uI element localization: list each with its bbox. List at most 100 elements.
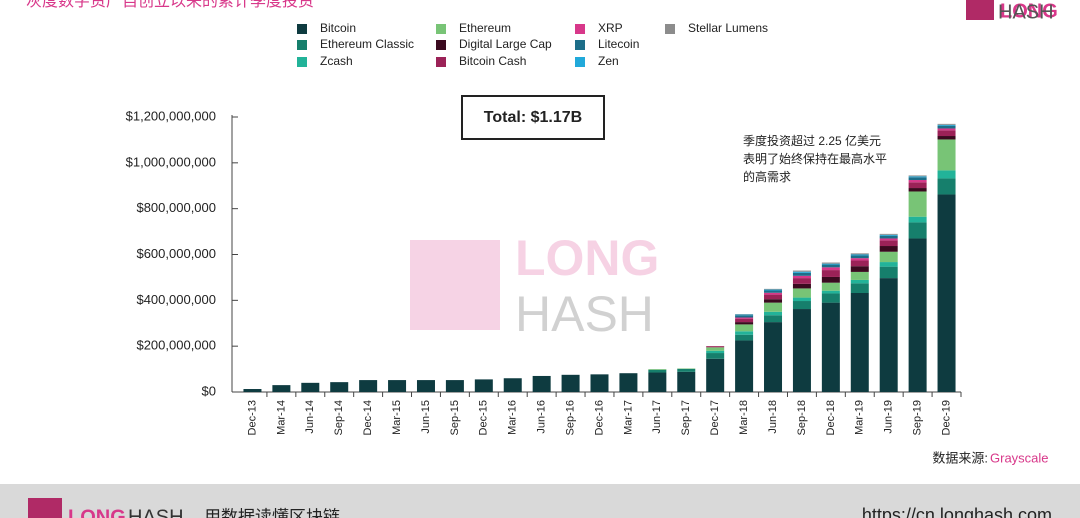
bar-segment: [937, 139, 956, 171]
bar-segment: [388, 380, 407, 392]
footer-url: https://cn.longhash.com: [862, 505, 1052, 518]
footer-logo-long: LONG: [68, 506, 126, 518]
bar-segment: [764, 315, 783, 323]
total-box: [461, 95, 605, 140]
bar-segment: [792, 301, 811, 310]
bar-segment: [272, 385, 291, 392]
bar-segment: [908, 176, 927, 178]
bar-segment: [330, 382, 349, 392]
y-tick-label: $200,000,000: [136, 338, 216, 353]
bar-segment: [735, 318, 754, 323]
legend-swatch: [665, 24, 675, 34]
bar-segment: [821, 264, 840, 268]
total-label: Total: $1.17B: [484, 109, 582, 126]
bar-segment: [879, 235, 898, 239]
x-tick-label: Sep-14: [333, 400, 345, 435]
x-tick-label: Sep-17: [680, 400, 692, 435]
bar-segment: [474, 379, 493, 392]
legend-swatch: [297, 40, 307, 50]
bar-segment: [735, 340, 754, 392]
footer-logo-hash: HASH: [128, 506, 184, 518]
watermark-long: LONG: [515, 230, 659, 286]
x-tick-label: Sep-15: [449, 400, 461, 435]
bar-segment: [821, 276, 840, 283]
legend-label: Ethereum Classic: [320, 37, 414, 51]
bar-segment: [937, 136, 956, 140]
x-tick-label: Mar-18: [738, 400, 750, 435]
legend-label: Digital Large Cap: [459, 37, 552, 51]
y-tick-label: $400,000,000: [136, 292, 216, 307]
x-tick-label: Jun-14: [304, 400, 316, 434]
bar-segment: [301, 382, 320, 392]
bar-segment: [821, 302, 840, 392]
source-label: 数据来源:: [932, 450, 988, 465]
bar-segment: [735, 314, 754, 316]
bar-segment: [908, 175, 927, 177]
bar-segment: [792, 309, 811, 392]
bar-segment: [908, 188, 927, 192]
bar-segment: [879, 251, 898, 263]
legend-label: Zcash: [320, 54, 353, 68]
bar-segment: [648, 372, 667, 392]
annotation: 的高需求: [743, 169, 791, 184]
legend-swatch: [436, 24, 446, 34]
bar-segment: [792, 270, 811, 272]
bar-segment: [821, 290, 840, 294]
bar-segment: [937, 125, 956, 129]
bar-segment: [590, 374, 609, 392]
bar-segment: [850, 293, 869, 392]
legend-swatch: [297, 57, 307, 67]
bar-segment: [908, 177, 927, 181]
bar-segment: [243, 389, 262, 392]
bar-segment: [619, 373, 638, 392]
legend-label: Stellar Lumens: [688, 21, 768, 35]
bar-segment: [677, 368, 696, 372]
bar-segment: [677, 371, 696, 392]
bar-segment: [416, 380, 435, 392]
bar-segment: [792, 283, 811, 289]
x-tick-label: Mar-19: [854, 400, 866, 435]
bar-segment: [879, 234, 898, 236]
watermark-icon: [410, 240, 500, 330]
annotation: 表明了始终保持在最高水平: [743, 151, 887, 166]
x-tick-label: Mar-14: [275, 400, 287, 435]
bar-segment: [850, 279, 869, 284]
bar-segment: [908, 222, 927, 239]
bar-segment: [561, 374, 580, 392]
bar-segment: [937, 124, 956, 126]
y-tick-label: $800,000,000: [136, 200, 216, 215]
x-tick-label: Dec-14: [362, 400, 374, 435]
bar-segment: [735, 322, 754, 325]
bar-segment: [648, 369, 667, 373]
bar-segment: [764, 299, 783, 303]
x-tick-label: Jun-19: [883, 400, 895, 434]
footer-logo-icon: [28, 498, 62, 518]
header-logo-long: LONG: [1000, 0, 1058, 22]
chart-title: 灰度数字资产自创立以来的累计季度投资: [26, 0, 314, 10]
bar-segment: [937, 123, 956, 125]
y-tick-label: $600,000,000: [136, 246, 216, 261]
x-tick-label: Sep-16: [564, 400, 576, 435]
bar-segment: [503, 378, 522, 392]
bar-segment: [908, 238, 927, 392]
bar-segment: [706, 350, 725, 354]
source-name: Grayscale: [990, 450, 1049, 465]
bar-segment: [792, 272, 811, 276]
bar-segment: [850, 266, 869, 272]
x-tick-label: Dec-17: [709, 400, 721, 435]
watermark-hash: HASH: [515, 286, 654, 342]
bar-segment: [937, 178, 956, 195]
bar-segment: [532, 375, 551, 392]
bar-segment: [937, 128, 956, 131]
bar-segment: [879, 246, 898, 252]
bar-segment: [706, 347, 725, 351]
bar-segment: [764, 322, 783, 392]
bar-segment: [850, 255, 869, 259]
bar-segment: [821, 270, 840, 277]
legend-swatch: [575, 24, 585, 34]
watermark: LONG HASH: [410, 230, 659, 342]
legend-label: Bitcoin: [320, 21, 356, 35]
bar-segment: [850, 254, 869, 256]
bar-segment: [706, 346, 725, 348]
